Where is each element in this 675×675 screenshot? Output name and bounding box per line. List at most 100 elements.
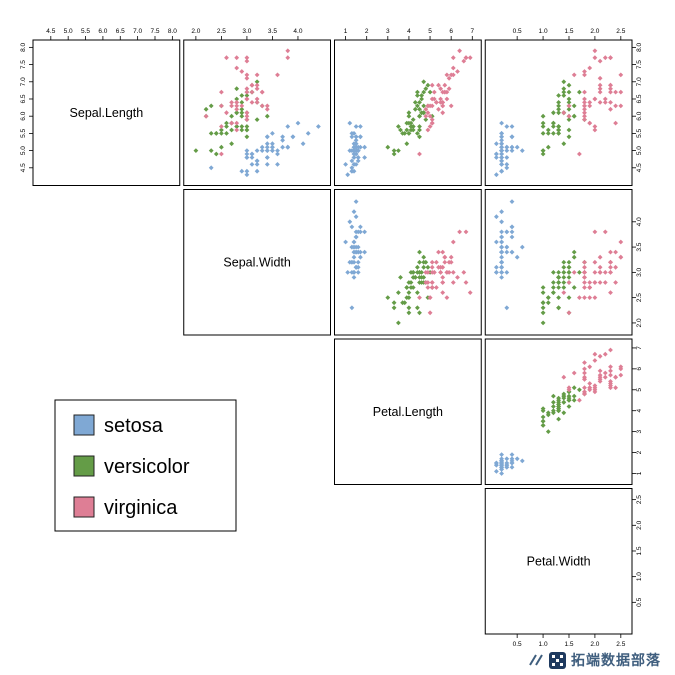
data-point: [566, 275, 572, 280]
data-point: [556, 100, 561, 105]
data-point: [587, 295, 593, 300]
data-point: [448, 103, 454, 109]
data-point: [608, 290, 613, 295]
data-point: [556, 106, 561, 112]
data-point: [551, 280, 556, 285]
data-point: [561, 93, 567, 98]
data-point: [582, 110, 587, 116]
data-point: [582, 117, 587, 122]
panel-border: [32, 39, 181, 186]
data-point: [566, 404, 572, 409]
data-point: [234, 55, 240, 61]
data-point: [213, 131, 219, 136]
tick-label-right: 1: [636, 471, 643, 475]
data-point: [463, 55, 469, 61]
data-point: [545, 127, 551, 133]
data-point: [229, 120, 234, 126]
data-point: [587, 364, 593, 370]
data-point: [429, 259, 435, 265]
data-point: [577, 397, 582, 403]
data-point: [425, 264, 431, 270]
data-point: [577, 270, 582, 275]
data-point: [285, 144, 291, 150]
data-point: [556, 93, 561, 98]
data-point: [423, 280, 429, 285]
data-point: [415, 305, 420, 311]
data-point: [608, 383, 613, 388]
watermark-text: 拓端数据部落: [571, 652, 661, 668]
data-point: [358, 134, 363, 140]
data-point: [463, 280, 469, 285]
data-point: [566, 134, 572, 140]
data-point: [592, 229, 598, 235]
data-point: [425, 127, 431, 133]
data-point: [509, 229, 515, 235]
data-point: [561, 395, 567, 401]
data-point: [514, 254, 520, 260]
points-versicolor: [540, 249, 587, 326]
data-point: [582, 89, 587, 95]
data-point: [349, 165, 355, 171]
data-point: [499, 134, 504, 140]
data-point: [450, 239, 456, 245]
data-point: [556, 406, 561, 411]
tick-label-right: 0.5: [636, 597, 643, 606]
data-point: [494, 462, 499, 468]
data-point: [509, 234, 515, 240]
data-point: [618, 372, 624, 378]
tick-label-left: 7.5: [20, 60, 27, 69]
data-point: [239, 106, 245, 112]
tick-label-top: 5.0: [64, 28, 73, 35]
data-point: [608, 106, 613, 112]
data-point: [566, 264, 572, 270]
data-point: [556, 280, 561, 285]
tick-label-top: 7: [470, 28, 474, 35]
data-point: [438, 86, 443, 92]
data-point: [457, 229, 462, 235]
data-point: [349, 134, 355, 140]
data-point: [406, 120, 412, 126]
data-point: [582, 295, 587, 300]
data-point: [566, 259, 572, 265]
data-point: [208, 165, 214, 171]
data-point: [396, 148, 401, 153]
legend-label-virginica: virginica: [104, 497, 178, 519]
data-point: [270, 141, 275, 147]
data-point: [455, 69, 460, 74]
data-point: [504, 124, 510, 129]
data-point: [391, 305, 397, 311]
tick-label-top: 5: [428, 28, 432, 35]
data-point: [349, 244, 355, 250]
data-point: [509, 199, 515, 204]
data-point: [592, 96, 598, 102]
data-point: [234, 100, 240, 105]
data-point: [244, 110, 250, 116]
data-point: [499, 275, 504, 280]
data-point: [440, 249, 446, 255]
data-point: [597, 75, 603, 81]
data-point: [412, 100, 418, 105]
data-point: [244, 58, 250, 64]
tick-label-top: 3.0: [242, 28, 251, 35]
data-point: [239, 168, 245, 174]
data-point: [551, 270, 556, 275]
data-point: [249, 151, 255, 157]
data-point: [224, 55, 229, 61]
data-point: [450, 270, 456, 275]
data-point: [613, 374, 618, 380]
data-point: [561, 399, 567, 405]
watermark: 拓端数据部落: [528, 650, 661, 670]
data-point: [400, 131, 405, 136]
diagonal-panel-Sepal.Length: Sepal.Length: [32, 39, 181, 186]
data-point: [270, 144, 275, 150]
data-point: [545, 131, 551, 136]
data-point: [504, 155, 510, 160]
data-point: [608, 259, 613, 265]
data-point: [275, 162, 280, 167]
data-point: [608, 379, 613, 384]
data-point: [499, 270, 504, 275]
data-point: [244, 155, 250, 160]
data-point: [504, 162, 510, 167]
